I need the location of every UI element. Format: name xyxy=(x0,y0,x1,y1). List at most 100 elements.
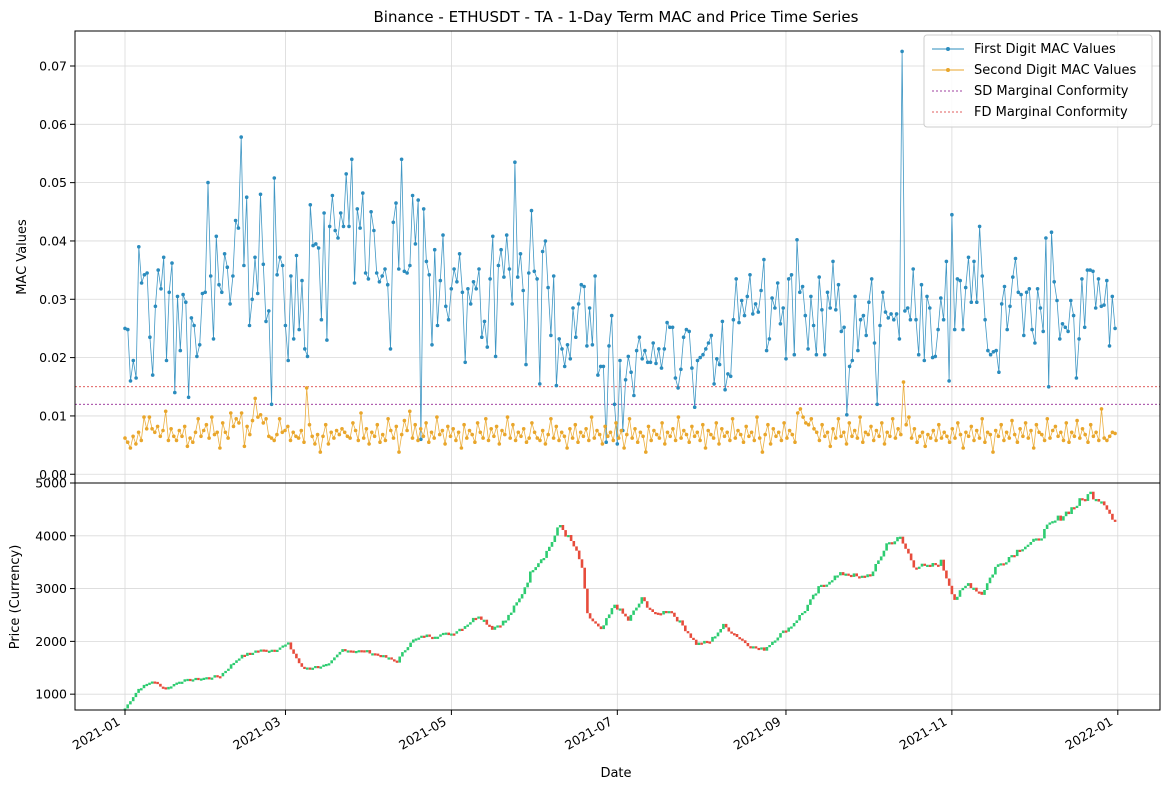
first-digit-point xyxy=(886,316,891,320)
first-digit-point xyxy=(657,347,661,351)
second-digit-point xyxy=(144,427,149,431)
second-digit-point xyxy=(576,440,580,445)
first-digit-point xyxy=(975,300,979,305)
price-y-tick-label: 2000 xyxy=(35,634,67,649)
first-digit-point xyxy=(347,224,351,229)
first-digit-point xyxy=(668,325,672,330)
second-digit-point xyxy=(814,430,819,435)
candle-up xyxy=(420,635,423,638)
candle-up xyxy=(798,615,801,621)
candle-up xyxy=(550,542,554,547)
candle-down xyxy=(428,634,431,637)
first-digit-points xyxy=(123,49,1117,446)
mac-y-ticks: 0.00 0.01 0.02 0.03 0.04 0.05 0.06 0.07 xyxy=(39,58,75,482)
second-digit-point xyxy=(505,415,510,419)
second-digit-point xyxy=(741,440,746,445)
candle-up xyxy=(1062,516,1065,521)
first-digit-point xyxy=(643,348,647,353)
first-digit-point xyxy=(878,323,882,328)
first-digit-point xyxy=(502,275,506,279)
first-digit-point xyxy=(1096,277,1101,281)
candle-down xyxy=(594,621,597,624)
candle-down xyxy=(363,650,366,653)
candle-up xyxy=(776,637,780,641)
second-digit-point xyxy=(806,422,811,427)
second-digit-point xyxy=(717,442,721,446)
first-digit-point xyxy=(1013,256,1018,261)
second-digit-point xyxy=(630,436,634,440)
second-digit-point xyxy=(524,440,529,445)
candle-up xyxy=(931,563,935,567)
second-digit-point xyxy=(527,436,531,440)
second-digit-point xyxy=(136,430,141,435)
candle-up xyxy=(806,604,809,611)
first-digit-point xyxy=(1052,280,1056,284)
second-digit-point xyxy=(253,396,257,401)
candle-up xyxy=(145,683,149,687)
candle-up xyxy=(444,632,448,635)
second-digit-point xyxy=(725,430,729,435)
candle-down xyxy=(724,623,728,628)
second-digit-point xyxy=(359,411,363,415)
first-digit-point xyxy=(571,306,575,310)
first-digit-point xyxy=(192,323,196,328)
first-digit-point xyxy=(195,354,199,359)
second-digit-point xyxy=(530,421,534,425)
first-digit-point xyxy=(640,357,644,361)
first-digit-point xyxy=(1074,376,1079,380)
first-digit-point xyxy=(496,263,501,268)
candle-up xyxy=(996,564,1000,567)
first-digit-point xyxy=(795,238,799,242)
second-digit-point xyxy=(763,432,767,437)
first-digit-point xyxy=(200,291,205,296)
first-digit-point xyxy=(894,312,899,316)
candle-up xyxy=(382,655,385,658)
candle-up xyxy=(985,583,989,590)
first-digit-point xyxy=(690,366,694,370)
candle-down xyxy=(757,647,761,651)
second-digit-point xyxy=(348,436,352,440)
candle-up xyxy=(814,593,818,596)
second-digit-point xyxy=(1102,436,1106,440)
first-digit-point xyxy=(562,364,567,369)
candle-up xyxy=(441,632,445,636)
candle-up xyxy=(678,620,682,623)
second-digit-point xyxy=(1004,430,1009,435)
candle-down xyxy=(689,633,693,638)
second-digit-point xyxy=(207,436,211,440)
candle-up xyxy=(877,560,880,564)
x-tick-label: 2022-01 xyxy=(1063,714,1116,753)
first-digit-point xyxy=(1085,268,1090,272)
first-digit-point xyxy=(944,259,949,264)
candle-up xyxy=(232,662,236,666)
first-digit-point xyxy=(156,268,160,272)
first-digit-point xyxy=(905,306,910,310)
first-digit-point xyxy=(997,370,1001,375)
first-digit-point xyxy=(228,302,232,306)
second-digit-point xyxy=(313,442,317,446)
first-digit-point xyxy=(986,348,990,353)
first-digit-point xyxy=(305,354,310,359)
first-digit-point xyxy=(261,262,266,267)
first-digit-point xyxy=(800,284,805,289)
candle-up xyxy=(839,572,842,576)
candle-down xyxy=(645,601,649,608)
second-digit-point xyxy=(956,421,960,425)
candle-up xyxy=(958,590,962,597)
first-digit-point xyxy=(698,355,702,360)
first-digit-point xyxy=(1113,326,1117,331)
second-digit-point xyxy=(380,432,385,437)
first-digit-point xyxy=(687,329,691,334)
first-digit-point xyxy=(817,275,821,279)
second-digit-point xyxy=(294,434,298,439)
second-digit-point xyxy=(730,417,735,421)
second-digit-point xyxy=(592,436,597,440)
first-digit-point xyxy=(1069,298,1073,303)
candle-down xyxy=(156,681,159,685)
candle-down xyxy=(292,649,295,654)
second-digit-point xyxy=(950,427,955,431)
first-digit-point xyxy=(330,193,335,198)
second-digit-point xyxy=(559,430,564,435)
second-digit-point xyxy=(1069,430,1074,435)
first-digit-point xyxy=(623,378,628,382)
